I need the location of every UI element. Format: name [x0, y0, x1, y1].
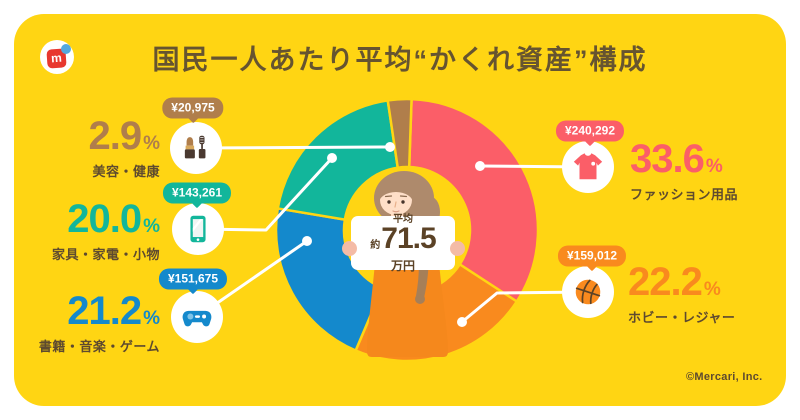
category-label-furniture: 家具・家電・小物 [51, 247, 160, 262]
callout-fashion: 33.6% ファッション用品 [630, 139, 738, 203]
smartphone-icon [190, 215, 206, 243]
copyright-text: ©Mercari, Inc. [686, 371, 763, 383]
woman-dress [367, 252, 448, 357]
basketball-icon [575, 279, 601, 305]
mercari-logo-blue-dot [61, 44, 71, 54]
percent-hobby: 22.2% [628, 260, 721, 304]
segment-dot-beauty [385, 142, 395, 152]
mercari-logo: m [40, 40, 74, 74]
price-badge-furniture: ¥143,261 [162, 182, 232, 204]
callout-furniture: 20.0% 家具・家電・小物 [52, 199, 160, 263]
donut-segment-beauty [386, 97, 413, 169]
woman-hair-fringe [379, 184, 413, 203]
segment-dot-furniture [327, 153, 337, 163]
icon-circle-fashion [562, 141, 614, 193]
donut-segment-furniture [276, 99, 399, 221]
category-label-fashion: ファッション用品 [630, 187, 739, 202]
woman-hair-curl [415, 294, 425, 304]
percent-furniture: 20.0% [67, 197, 160, 241]
callout-hobby: 22.2% ホビー・レジャー [628, 262, 735, 326]
sign-approx: 約 [370, 239, 381, 251]
leader-line-hobby [460, 290, 590, 324]
sign-unit: 万円 [390, 258, 415, 273]
page-title: 国民一人あたり平均“かくれ資産”構成 [152, 45, 648, 75]
lipstick-icon [184, 135, 206, 159]
icon-circle-hobby [562, 266, 614, 318]
woman-nose [394, 201, 397, 208]
category-label-beauty: 美容・健康 [92, 164, 160, 179]
percent-beauty: 2.9% [88, 114, 160, 158]
callout-beauty: 2.9% 美容・健康 [88, 116, 160, 180]
segment-dot-fashion [475, 161, 485, 171]
leader-line-beauty [194, 145, 392, 150]
icon-circle-books [171, 291, 223, 343]
category-label-hobby: ホビー・レジャー [628, 310, 736, 325]
price-badge-beauty: ¥20,975 [162, 97, 224, 119]
price-badge-hobby: ¥159,012 [557, 245, 627, 267]
tshirt-icon [573, 153, 603, 180]
center-sign: 平均 約71.5 万円 [351, 213, 455, 273]
woman-brow-left [384, 195, 393, 198]
segment-dot-hobby [457, 317, 467, 327]
game-controller-icon [182, 310, 212, 327]
woman-mouth [392, 210, 400, 213]
price-badge-books: ¥151,675 [158, 268, 228, 290]
woman-eye-right [401, 200, 405, 204]
category-label-books: 書籍・音楽・ゲーム [38, 339, 160, 354]
sign-value-row: 約71.5 [370, 221, 436, 260]
woman-hand-right [450, 241, 465, 256]
callout-books: 21.2% 書籍・音楽・ゲーム [39, 291, 160, 355]
donut-segment-fashion [407, 97, 540, 303]
icon-circle-beauty [170, 122, 222, 174]
sign-average-label: 平均 [393, 213, 413, 225]
icon-circle-furniture [172, 203, 224, 255]
woman-brow-right [399, 195, 408, 198]
woman-hand-left [342, 241, 357, 256]
percent-books: 21.2% [67, 289, 160, 333]
sign-value: 71.5 [381, 221, 436, 255]
segment-dot-books [302, 236, 312, 246]
percent-fashion: 33.6% [630, 137, 723, 181]
woman-eye-left [387, 200, 391, 204]
price-badge-fashion: ¥240,292 [555, 120, 625, 142]
